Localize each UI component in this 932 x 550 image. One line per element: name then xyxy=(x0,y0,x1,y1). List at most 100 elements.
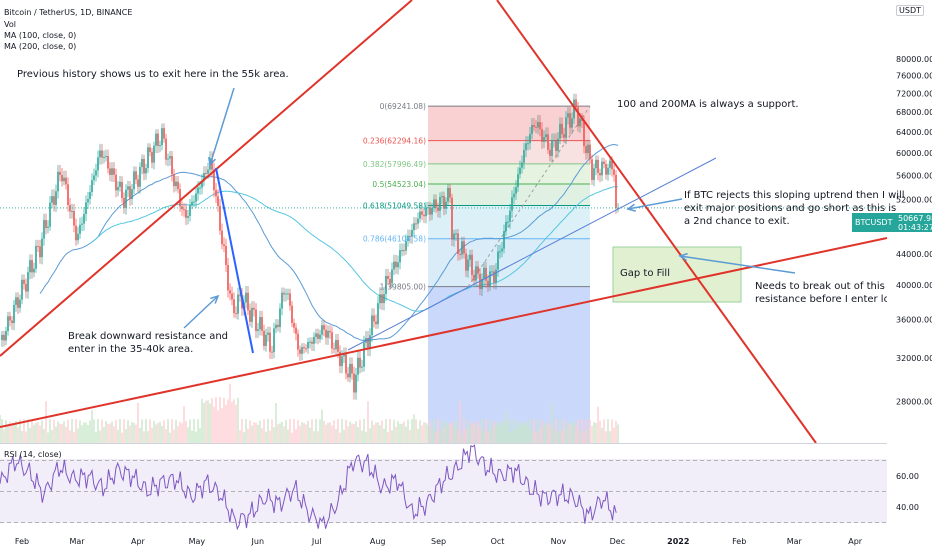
volume-bar xyxy=(311,419,313,443)
candle-body xyxy=(87,198,89,203)
candle-body xyxy=(391,269,393,284)
volume-bar xyxy=(597,406,599,443)
candle-body xyxy=(541,129,543,142)
arrow-head xyxy=(208,156,217,167)
volume-bar xyxy=(225,404,227,443)
candle-body xyxy=(183,209,185,211)
volume-bar xyxy=(69,430,71,443)
volume-bar xyxy=(303,423,305,443)
volume-bar xyxy=(305,424,307,443)
volume-bar xyxy=(313,431,315,443)
volume-bar xyxy=(77,428,79,443)
volume-bar xyxy=(579,429,581,443)
volume-bar xyxy=(553,428,555,443)
candle-body xyxy=(333,348,335,350)
candle-body xyxy=(249,310,251,322)
volume-bar xyxy=(185,421,187,443)
candle-body xyxy=(615,174,617,208)
candle-body xyxy=(295,327,297,334)
volume-bar xyxy=(241,419,243,443)
volume-bar xyxy=(37,422,39,443)
time-axis[interactable]: Feb Mar Apr May Jun Jul Aug Sep Oct Nov Dec 2022 Feb… xyxy=(15,537,863,546)
ma100-line xyxy=(39,143,619,342)
volume-bar xyxy=(517,426,519,443)
candle-body xyxy=(285,293,287,295)
price-tick-label: 28000.00 xyxy=(896,397,932,406)
volume-bar xyxy=(383,428,385,443)
volume-bar xyxy=(567,421,569,443)
volume-bar xyxy=(521,423,523,443)
candle-body xyxy=(387,275,389,279)
candle-body xyxy=(71,210,73,212)
candle-body xyxy=(187,216,189,218)
candle-body xyxy=(251,307,253,322)
candle-body xyxy=(97,157,99,171)
volume-bar xyxy=(129,425,131,443)
volume-bar xyxy=(123,419,125,443)
volume-bar xyxy=(519,421,521,443)
candle-body xyxy=(195,193,197,202)
candle-body xyxy=(185,209,187,218)
candle-body xyxy=(361,366,363,368)
volume-bar xyxy=(73,432,75,443)
candle-body xyxy=(269,332,271,352)
candle-body xyxy=(23,279,25,284)
volume-bar xyxy=(389,419,391,443)
indicator-ma100[interactable]: MA (100, close, 0) xyxy=(4,31,77,40)
annotation-gap: Gap to Fill xyxy=(620,268,670,279)
price-axis[interactable]: 28000.00 32000.00 36000.00 40000.00 44000.00… xyxy=(896,55,932,512)
candle-body xyxy=(237,294,239,314)
currency-badge[interactable]: USDT xyxy=(896,5,924,16)
volume-bar xyxy=(477,420,479,443)
volume-bar xyxy=(103,427,105,443)
candle-body xyxy=(325,329,327,338)
candle-body xyxy=(383,294,385,304)
candle-body xyxy=(517,174,519,188)
volume-bar xyxy=(571,423,573,443)
volume-bar xyxy=(97,419,99,443)
candle-body xyxy=(437,207,439,211)
annotation-break-resistance-2: enter in the 35-40k area. xyxy=(68,344,194,355)
volume-bar xyxy=(333,420,335,443)
candle-body xyxy=(471,254,473,276)
time-tick-label: Aug xyxy=(370,537,386,546)
indicator-ma200[interactable]: MA (200, close, 0) xyxy=(4,42,77,51)
candle-body xyxy=(139,167,141,187)
candle-body xyxy=(273,328,275,352)
rsi-pane xyxy=(0,444,887,532)
candle-body xyxy=(291,305,293,323)
volume-bar xyxy=(405,426,407,443)
rsi-tick-label: 60.00 xyxy=(896,472,919,481)
volume-bar xyxy=(555,419,557,443)
candle-body xyxy=(421,211,423,215)
volume-bar xyxy=(291,432,293,443)
candle-body xyxy=(413,223,415,231)
candle-body xyxy=(491,271,493,273)
candle-body xyxy=(155,133,157,146)
volume-bar xyxy=(467,420,469,443)
candle-body xyxy=(307,341,309,349)
candle-body xyxy=(539,122,541,130)
candle-body xyxy=(189,205,191,217)
volume-bar xyxy=(33,424,35,443)
candle-body xyxy=(477,266,479,274)
indicator-vol[interactable]: Vol xyxy=(4,20,16,29)
volume-bar xyxy=(331,425,333,443)
volume-bar xyxy=(269,430,271,443)
rsi-title[interactable]: RSI (14, close) xyxy=(4,450,62,459)
volume-bar xyxy=(0,415,1,443)
volume-bar xyxy=(495,424,497,443)
candle-body xyxy=(171,156,173,175)
price-tag-countdown: 01:43:27 xyxy=(898,223,932,232)
time-tick-label: Jul xyxy=(311,537,322,546)
candle-body xyxy=(43,220,45,239)
volume-bar xyxy=(265,431,267,443)
volume-bar xyxy=(51,429,53,443)
price-tick-label: 36000.00 xyxy=(896,315,932,324)
volume-bar xyxy=(55,426,57,443)
volume-bar xyxy=(53,419,55,443)
price-tick-label: 44000.00 xyxy=(896,250,932,259)
volume-bar xyxy=(259,420,261,443)
ma200-line xyxy=(89,186,619,312)
candle-body xyxy=(89,192,91,199)
